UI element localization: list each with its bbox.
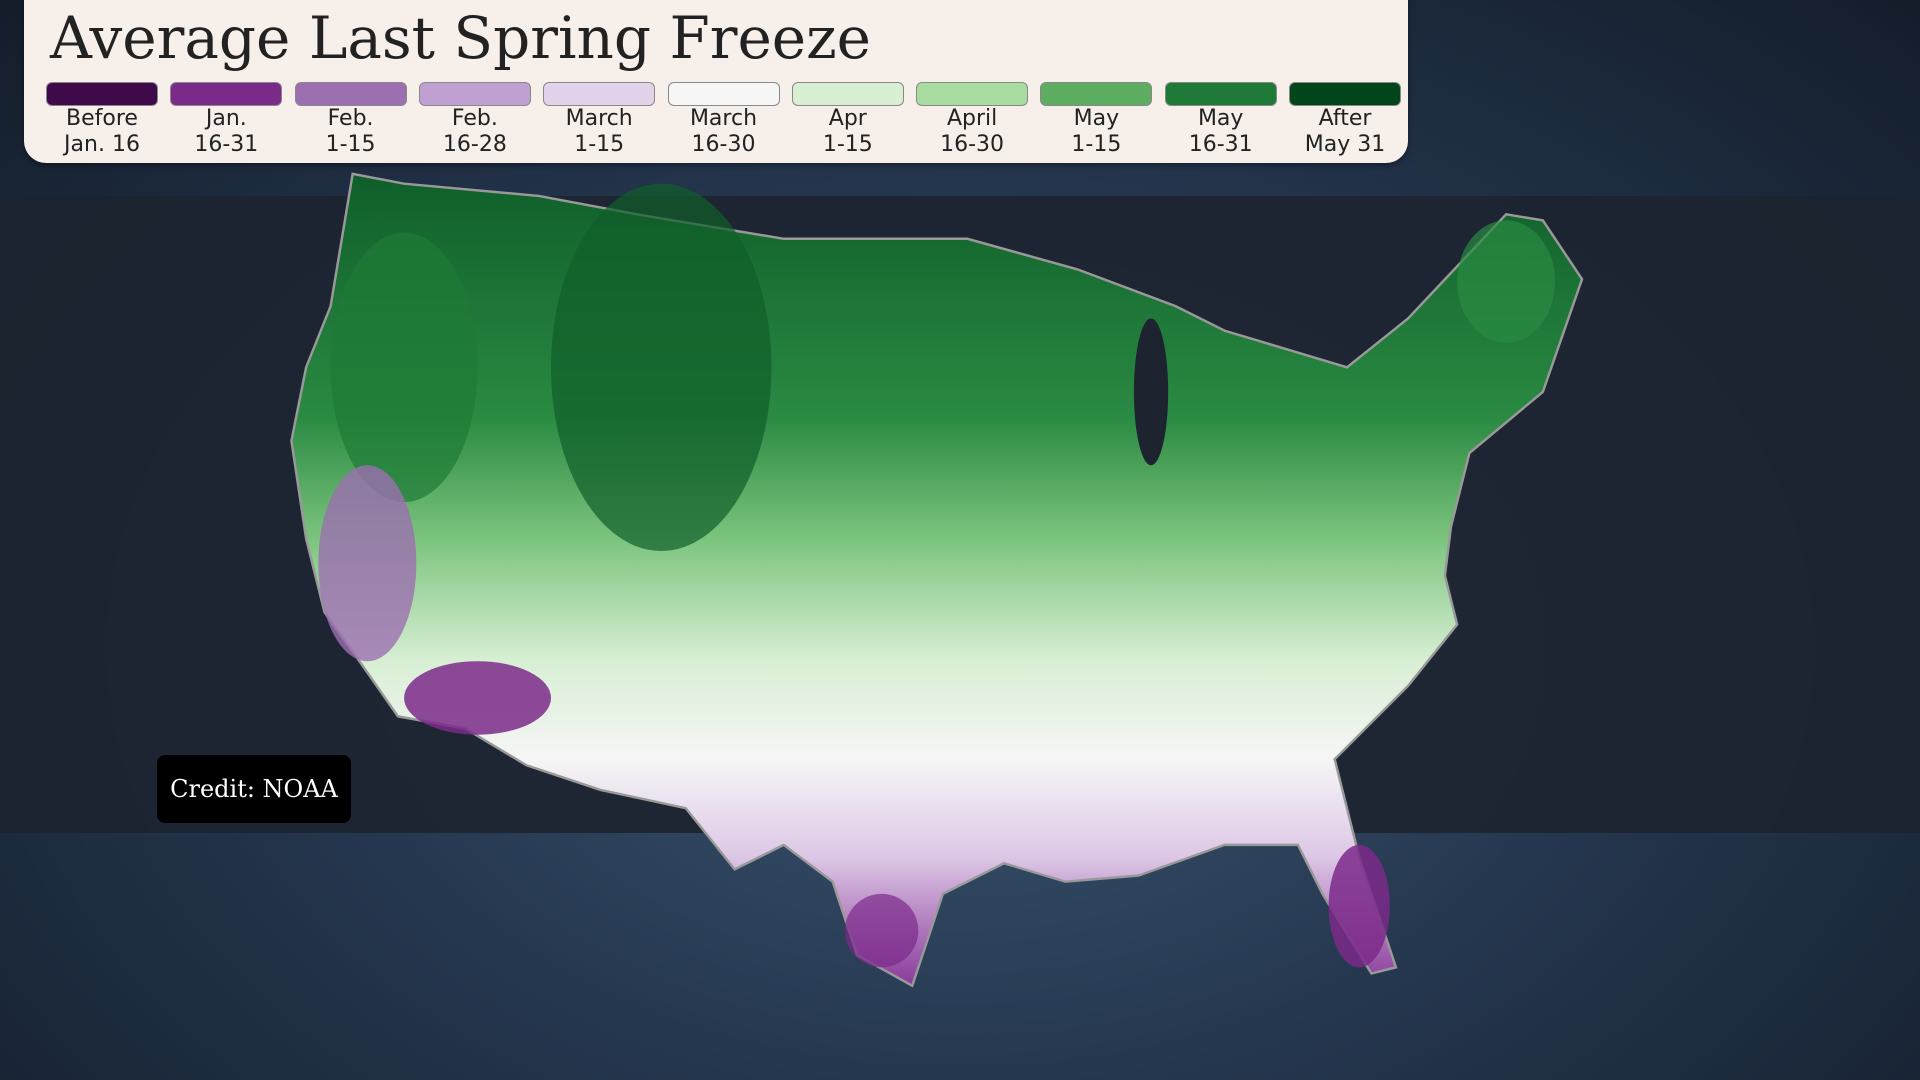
region	[1328, 844, 1390, 968]
legend-label: Jan.	[205, 106, 247, 131]
legend-label: May 31	[1304, 132, 1386, 157]
region	[318, 465, 417, 662]
region	[844, 893, 919, 968]
legend-label: After	[1318, 106, 1372, 131]
legend-label: May	[1073, 106, 1120, 131]
legend-item: Apr 1-15	[791, 82, 904, 158]
legend-label: 1-15	[574, 132, 625, 157]
legend-label: 1-15	[1071, 132, 1122, 157]
legend-label: Feb.	[451, 106, 498, 131]
region	[551, 183, 772, 552]
legend-item: After May 31	[1289, 82, 1401, 158]
legend-item: March 16-30	[667, 82, 780, 158]
legend-label: 1-15	[822, 132, 873, 157]
legend-label: March	[689, 106, 758, 131]
legend-label: 1-15	[325, 132, 376, 157]
legend-item: Feb. 1-15	[294, 82, 407, 158]
legend-swatch	[418, 82, 531, 106]
legend-label: Before	[66, 106, 138, 131]
legend-item: Before Jan. 16	[46, 82, 158, 158]
legend-label: May	[1197, 106, 1244, 131]
legend-swatch	[170, 82, 283, 106]
legend-item: Feb. 16-28	[418, 82, 531, 158]
legend-label: 16-31	[194, 132, 259, 157]
title: Average Last Spring Freeze	[50, 4, 871, 72]
legend-swatch	[791, 82, 904, 106]
legend-swatch	[916, 82, 1029, 106]
legend-label: 16-30	[940, 132, 1005, 157]
legend-label: Jan. 16	[64, 132, 140, 157]
legend-swatch	[294, 82, 407, 106]
region	[404, 661, 552, 735]
legend-label: April	[946, 106, 998, 131]
legend-label: 16-30	[691, 132, 756, 157]
us-map	[290, 172, 1584, 988]
legend-swatch	[46, 82, 158, 106]
legend-label: 16-28	[442, 132, 507, 157]
legend-swatch	[1040, 82, 1153, 106]
legend-item: Jan. 16-31	[170, 82, 283, 158]
credit: Credit: NOAA	[157, 755, 351, 823]
legend-swatch	[543, 82, 656, 106]
legend-item: May 16-31	[1164, 82, 1277, 158]
legend-item: May 1-15	[1040, 82, 1153, 158]
legend-swatch	[1164, 82, 1277, 106]
legend-label: Apr	[828, 106, 867, 131]
legend-swatch	[667, 82, 780, 106]
legend-item: March 1-15	[543, 82, 656, 158]
legend-label: 16-31	[1188, 132, 1253, 157]
legend-panel: Average Last Spring Freeze Before Jan. 16…	[24, 0, 1408, 163]
legend-label: Feb.	[327, 106, 374, 131]
lake	[1133, 318, 1169, 466]
legend-label: March	[565, 106, 633, 131]
legend-swatch	[1289, 82, 1401, 106]
legend-item: April 16-30	[916, 82, 1029, 158]
region	[1457, 220, 1556, 343]
region	[330, 232, 478, 503]
